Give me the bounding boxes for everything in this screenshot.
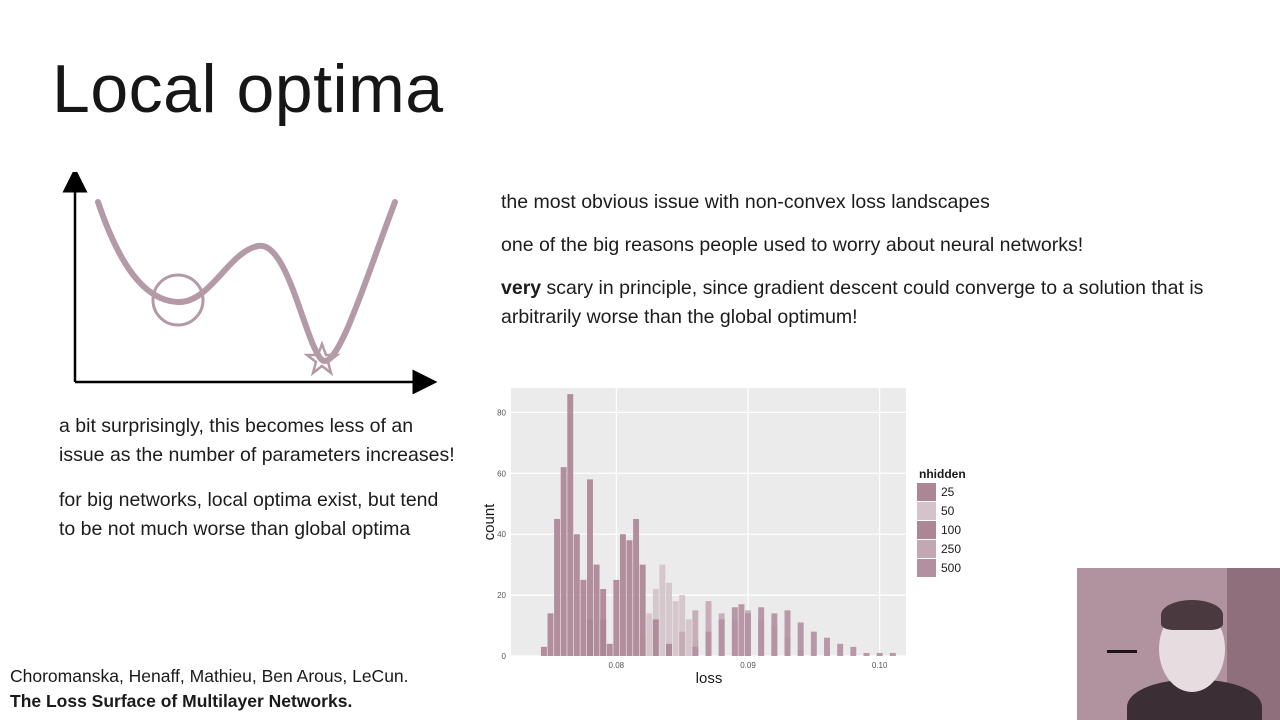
legend-label: 100: [941, 523, 961, 537]
loss-curve: [95, 199, 398, 364]
histogram-bar: [810, 631, 817, 656]
legend-swatch: [917, 483, 936, 501]
bullet-worry: one of the big reasons people used to wo…: [501, 234, 1084, 256]
histogram-bar: [705, 631, 712, 656]
legend-label: 250: [941, 542, 961, 556]
histogram-bar: [580, 579, 587, 656]
y-tick-label: 20: [497, 591, 506, 600]
histogram-bar: [652, 619, 659, 656]
histogram-bar: [692, 610, 699, 656]
histogram-bar: [797, 622, 804, 656]
histogram-bar: [692, 646, 699, 656]
citation: Choromanska, Henaff, Mathieu, Ben Arous,…: [10, 664, 409, 714]
histogram-bar: [679, 631, 686, 656]
histogram-bar: [876, 652, 883, 656]
right-bullets: the most obvious issue with non-convex l…: [501, 188, 1221, 346]
histogram-bar: [593, 564, 600, 656]
legend: nhidden 25 50 100 250 500: [917, 467, 966, 577]
loss-histogram-chart: 0 20 40 60 80 0.08 0.09 0.10 count loss nhidde…: [481, 388, 966, 687]
legend-label: 500: [941, 561, 961, 575]
histogram-bar: [554, 518, 561, 656]
global-minimum-star-icon: [303, 340, 341, 377]
histogram-bar: [666, 643, 672, 656]
histogram-bar: [587, 619, 593, 656]
legend-label: 50: [941, 504, 955, 518]
histogram-bar: [560, 467, 567, 656]
y-tick-label: 40: [497, 530, 506, 539]
histogram-bar: [731, 607, 738, 656]
bullet-scary: very scary in principle, since gradient …: [501, 274, 1221, 332]
histogram-bar: [547, 613, 554, 656]
histogram-bar: [837, 643, 844, 656]
y-axis-label: count: [481, 503, 498, 541]
bullet-scary-bold: very: [501, 277, 542, 299]
histogram-bar: [587, 479, 593, 656]
histogram-bar: [540, 646, 547, 656]
legend-title: nhidden: [919, 467, 966, 481]
histogram-bar: [771, 613, 778, 656]
histogram-bar: [784, 610, 791, 656]
slide-title: Local optima: [52, 51, 444, 127]
histogram-bar: [626, 540, 633, 656]
x-tick-label: 0.09: [740, 661, 756, 670]
y-tick-label: 0: [502, 652, 507, 661]
y-tick-label: 80: [497, 408, 506, 417]
bullet-nonconvex: the most obvious issue with non-convex l…: [501, 191, 990, 213]
legend-swatch: [917, 521, 936, 539]
histogram-bar: [606, 643, 613, 656]
histogram-bar: [679, 595, 686, 656]
histogram-bar: [659, 564, 666, 656]
y-tick-label: 60: [497, 469, 506, 478]
x-tick-labels: 0.08 0.09 0.10: [609, 661, 888, 670]
legend-swatch: [917, 559, 936, 577]
legend-swatch: [917, 502, 936, 520]
x-tick-label: 0.10: [872, 661, 888, 670]
histogram-bar: [863, 652, 870, 656]
loss-landscape-sketch: [62, 172, 438, 394]
histogram-bar: [824, 637, 830, 656]
histogram-bar: [646, 613, 653, 656]
histogram-bar: [685, 619, 692, 656]
histogram-bar: [613, 579, 620, 656]
histogram-bar: [573, 534, 580, 656]
histogram-bar: [666, 582, 672, 656]
histogram-bar: [738, 604, 745, 656]
bullet-big-networks: for big networks, local optima exist, bu…: [59, 489, 439, 540]
histogram-bar: [567, 394, 574, 656]
local-minimum-circle: [151, 273, 205, 327]
histogram-bar: [600, 589, 607, 656]
histogram-bar: [705, 601, 712, 656]
histogram-bar: [718, 619, 725, 656]
bullet-scary-text: scary in principle, since gradient desce…: [501, 277, 1204, 328]
legend-swatch: [917, 540, 936, 558]
histogram-bar: [889, 652, 896, 656]
histogram-bar: [639, 564, 646, 656]
y-tick-labels: 0 20 40 60 80: [497, 408, 506, 661]
histogram-bars: [540, 394, 896, 656]
histogram-bar: [619, 534, 626, 656]
histogram-bar: [850, 646, 857, 656]
legend-label: 25: [941, 485, 955, 499]
x-axis-label: loss: [696, 670, 723, 687]
webcam-person-hair: [1161, 600, 1223, 630]
webcam-video: [1077, 568, 1280, 720]
histogram-bar: [745, 613, 751, 656]
citation-title: The Loss Surface of Multilayer Networks.: [10, 691, 353, 711]
left-bullets: a bit surprisingly, this becomes less of…: [59, 412, 459, 560]
histogram-bar: [758, 607, 765, 656]
histogram-bar: [633, 518, 640, 656]
citation-authors: Choromanska, Henaff, Mathieu, Ben Arous,…: [10, 666, 409, 686]
histogram-bar: [672, 601, 679, 656]
webcam-mic: [1107, 650, 1137, 653]
x-tick-label: 0.08: [609, 661, 625, 670]
bullet-surprising: a bit surprisingly, this becomes less of…: [59, 415, 455, 466]
